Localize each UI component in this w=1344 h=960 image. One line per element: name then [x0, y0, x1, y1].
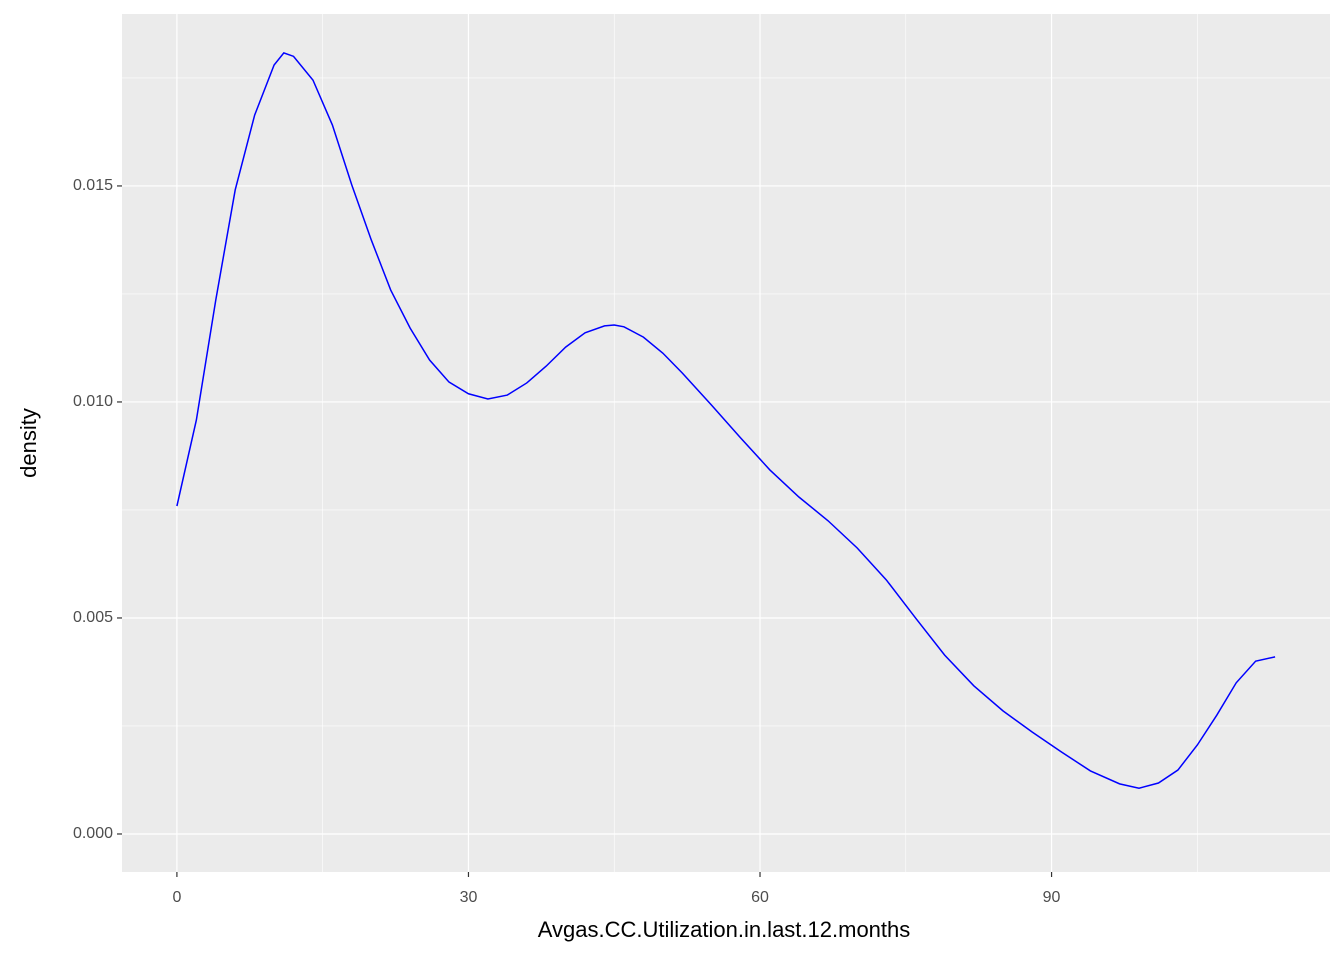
- y-tick-label: 0.010: [73, 393, 113, 410]
- x-tick-label: 30: [460, 889, 478, 906]
- y-tick-label: 0.015: [73, 177, 113, 194]
- panel: [122, 14, 1330, 872]
- density-line: [176, 51, 1276, 789]
- y-tick-label: 0.000: [73, 825, 113, 842]
- x-tick-label: 0: [172, 889, 181, 906]
- y-tick-label: 0.005: [73, 609, 113, 626]
- x-tick-label: 60: [751, 889, 769, 906]
- x-tick-label: 90: [1043, 889, 1061, 906]
- y-axis-title: density: [16, 408, 41, 478]
- x-axis-title: Avgas.CC.Utilization.in.last.12.months: [538, 917, 911, 942]
